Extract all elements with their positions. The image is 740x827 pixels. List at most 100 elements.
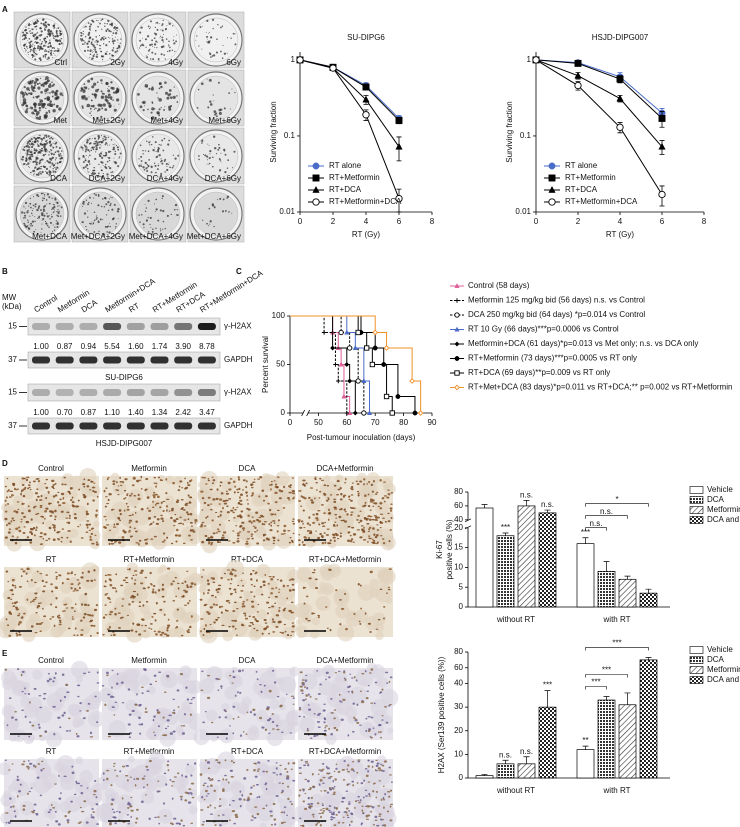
nucleus [313, 734, 317, 738]
colony [24, 217, 26, 219]
nucleus [212, 581, 216, 584]
tissue [357, 584, 375, 602]
nucleus [308, 496, 311, 499]
y-tick-label: 0.1 [284, 131, 296, 140]
x-tick-label: 2 [576, 217, 581, 226]
colony [39, 152, 42, 154]
colony [218, 111, 222, 115]
colony [99, 22, 101, 25]
colony [45, 53, 47, 56]
colony [50, 149, 52, 151]
nucleus [179, 795, 183, 798]
nucleus [254, 618, 257, 621]
survival-curve [290, 315, 348, 413]
x-tick-label: 8 [430, 217, 435, 226]
colony [113, 203, 116, 206]
nucleus [291, 492, 296, 495]
colony [89, 196, 91, 199]
nucleus [39, 794, 42, 797]
nucleus [144, 489, 147, 492]
nucleus [76, 735, 80, 738]
tissue [2, 624, 13, 636]
colony [98, 230, 100, 232]
nucleus [115, 590, 118, 593]
blot-band [150, 389, 169, 396]
colony [93, 82, 97, 86]
nucleus [75, 780, 78, 783]
colony [47, 50, 50, 53]
colony [52, 203, 54, 205]
nucleus [28, 735, 31, 738]
nucleus [94, 534, 97, 537]
nucleus [151, 615, 154, 618]
nucleus [181, 732, 186, 735]
nucleus [290, 695, 295, 697]
nucleus [168, 510, 171, 512]
tissue [126, 562, 139, 575]
nucleus [365, 729, 368, 733]
colony [117, 148, 120, 151]
nucleus [256, 796, 259, 799]
nucleus [273, 818, 277, 821]
lane-label: Control [32, 293, 59, 314]
nucleus [210, 535, 213, 538]
micrograph [293, 755, 397, 827]
tissue [232, 601, 245, 613]
tissue [376, 676, 388, 688]
colony [21, 158, 24, 161]
colony [20, 158, 23, 160]
nucleus [302, 522, 304, 525]
colony [40, 141, 42, 143]
nucleus [14, 586, 17, 589]
nucleus [300, 505, 303, 507]
colony [101, 156, 104, 159]
nucleus [187, 518, 190, 521]
nucleus [356, 483, 360, 486]
nucleus [39, 630, 42, 633]
colony [41, 41, 43, 43]
nucleus [291, 541, 294, 544]
colony [96, 175, 99, 178]
marker [344, 329, 350, 335]
nucleus [65, 730, 69, 732]
colony [220, 26, 222, 29]
nucleus [299, 671, 303, 674]
colony [31, 45, 33, 48]
nucleus [73, 634, 76, 636]
nucleus [317, 615, 320, 619]
colony [40, 42, 43, 45]
nucleus [20, 673, 23, 677]
tissue [295, 619, 302, 626]
nucleus [299, 685, 303, 688]
colony [208, 32, 210, 34]
colony [56, 167, 58, 169]
colony [44, 144, 47, 146]
tissue [82, 816, 98, 827]
colony [91, 19, 93, 22]
colony [150, 87, 154, 91]
nucleus [309, 530, 313, 532]
colony-plate: Met [13, 69, 71, 127]
nucleus [264, 495, 268, 498]
nucleus [69, 540, 72, 544]
nucleus [82, 717, 86, 720]
nucleus [282, 821, 287, 823]
nucleus [154, 503, 157, 506]
nucleus [282, 506, 286, 509]
colony [209, 52, 212, 56]
band-quantification: 0.94 [81, 342, 97, 351]
colony [198, 155, 200, 157]
nucleus [217, 779, 221, 782]
nucleus [33, 687, 37, 690]
colony [145, 85, 148, 88]
legend-marker [312, 185, 320, 193]
colony [100, 115, 103, 118]
nucleus [129, 776, 132, 778]
nucleus [369, 672, 372, 674]
nucleus [253, 585, 256, 588]
colony [34, 54, 36, 56]
tissue [382, 767, 389, 774]
nucleus [138, 716, 141, 720]
colony [209, 100, 212, 103]
nucleus [324, 541, 327, 544]
